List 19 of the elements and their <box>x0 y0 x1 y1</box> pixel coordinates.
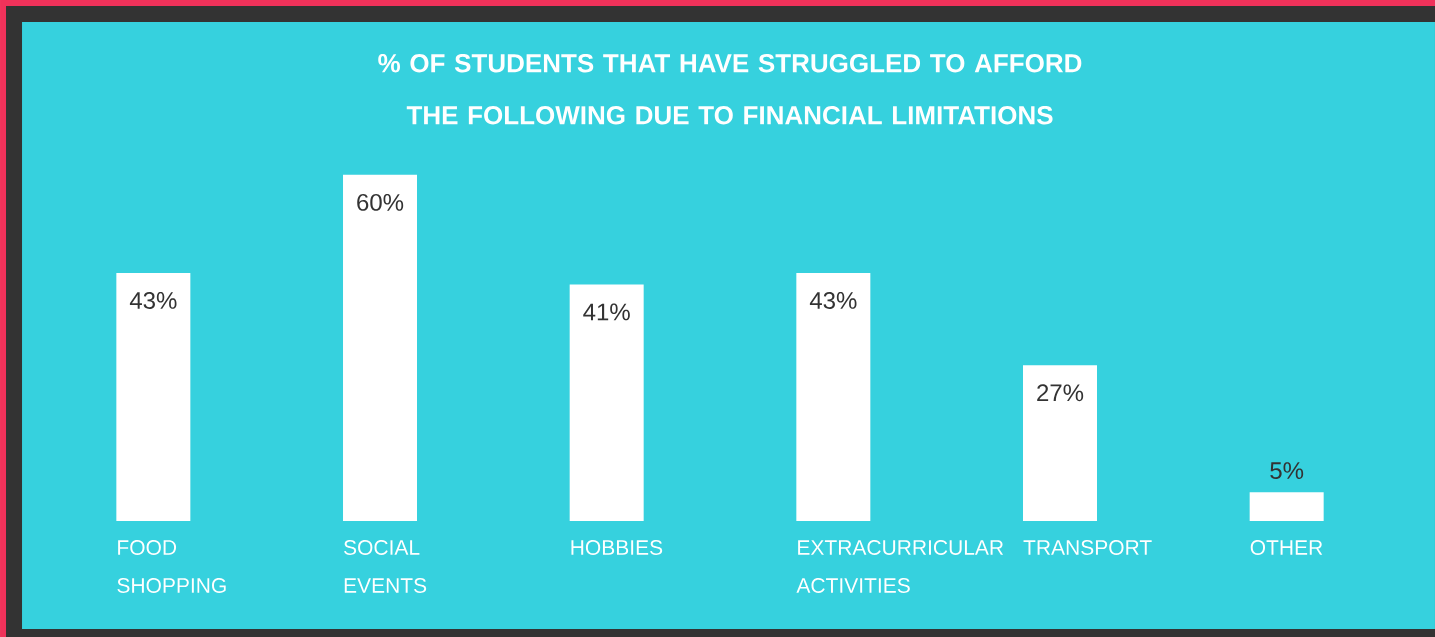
chart-title: % OF STUDENTS THAT HAVE STRUGGLED TO AFFORD THE FOLLOWING DUE TO FINANCIAL LIMITATIONS <box>378 54 1082 125</box>
data-label: 43% <box>129 291 177 309</box>
bar <box>1023 365 1097 521</box>
x-tick-label: TRANSPORT <box>1023 540 1152 555</box>
bar <box>343 174 418 521</box>
bar <box>116 272 191 521</box>
data-label: 43% <box>809 291 857 309</box>
x-tick-label: SOCIAL EVENTS <box>344 540 427 593</box>
data-label: 27% <box>1037 384 1084 402</box>
data-label: 5% <box>1270 462 1304 480</box>
x-tick-label: EXTRACURRICULAR ACTIVITIES <box>796 540 1004 593</box>
bar <box>1249 492 1324 521</box>
x-tick-label: FOOD SHOPPING <box>117 540 226 593</box>
data-label: 41% <box>583 303 630 321</box>
bar <box>796 272 871 521</box>
x-tick-label: OTHER <box>1250 540 1323 555</box>
x-tick-label: HOBBIES <box>571 540 663 555</box>
data-label: 60% <box>357 193 404 211</box>
bar <box>569 284 644 521</box>
